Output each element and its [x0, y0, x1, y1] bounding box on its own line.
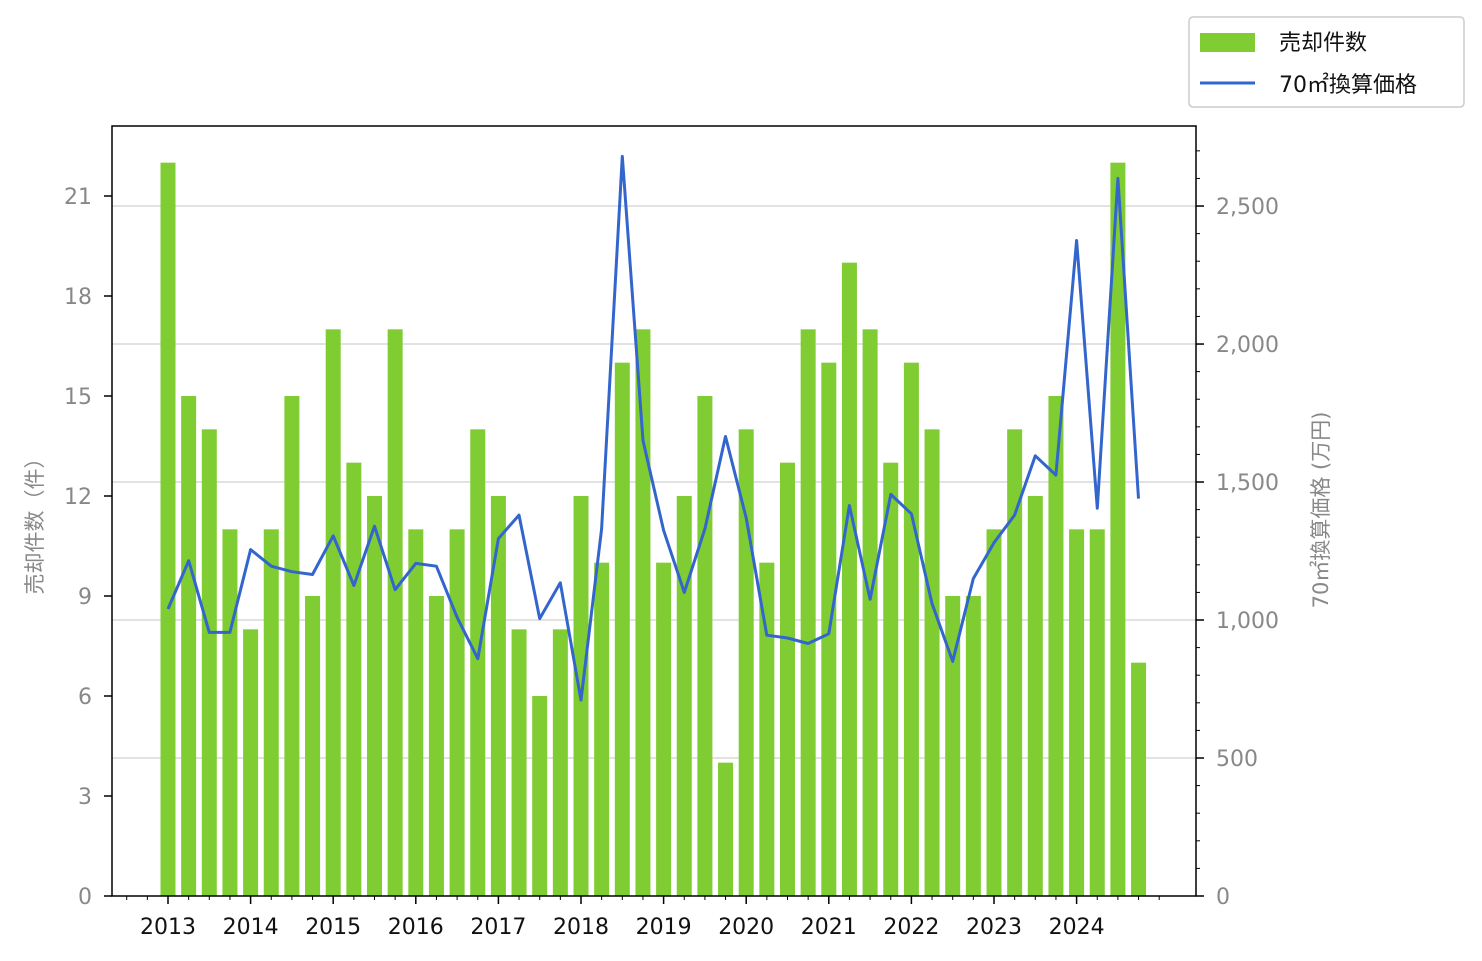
- y-right-tick-label: 2,500: [1216, 195, 1279, 220]
- legend-box: [1188, 16, 1465, 108]
- y-left-tick-label: 6: [78, 685, 92, 710]
- x-tick-label: 2019: [636, 915, 692, 940]
- plot-frame: [111, 125, 1197, 897]
- bar: [945, 596, 961, 896]
- line-series: [166, 154, 1140, 702]
- x-tick-label: 2013: [140, 915, 196, 940]
- bar: [780, 462, 795, 896]
- bar: [428, 596, 444, 896]
- bar: [532, 696, 548, 896]
- y-right-tick-label: 1,000: [1216, 609, 1279, 634]
- bar: [800, 329, 816, 896]
- y-right-tick-label: 500: [1216, 747, 1258, 772]
- plot-border: [111, 125, 1197, 897]
- bar: [1069, 529, 1085, 896]
- bar: [883, 462, 899, 896]
- bar: [656, 562, 672, 896]
- x-tick-label: 2022: [883, 915, 939, 940]
- bar: [862, 329, 878, 896]
- bar: [243, 629, 259, 896]
- y-left-tick-label: 3: [78, 785, 92, 810]
- bar: [841, 262, 857, 897]
- bar: [449, 529, 465, 896]
- bar: [263, 529, 279, 896]
- bar: [594, 562, 610, 896]
- bar: [697, 396, 713, 896]
- y-left-tick-label: 21: [64, 185, 92, 210]
- bar: [201, 429, 217, 896]
- bar: [305, 596, 321, 896]
- bar: [1110, 162, 1126, 896]
- y-left-tick-label: 12: [64, 485, 92, 510]
- bar: [284, 396, 300, 896]
- bar: [325, 329, 341, 896]
- bar: [635, 329, 651, 896]
- x-tick-label: 2017: [470, 915, 526, 940]
- bar: [490, 496, 506, 896]
- bar: [986, 529, 1002, 896]
- y-left-tick-label: 0: [78, 885, 92, 910]
- y-left-tick-label: 9: [78, 585, 92, 610]
- legend-swatch-bar: [1200, 33, 1255, 52]
- bar: [1007, 429, 1023, 896]
- bar: [408, 529, 424, 896]
- x-tick-label: 2014: [223, 915, 279, 940]
- bar: [181, 396, 197, 896]
- x-tick-label: 2023: [966, 915, 1022, 940]
- bar: [552, 629, 568, 896]
- x-tick-label: 2024: [1049, 915, 1105, 940]
- y-right-tick-label: 0: [1216, 885, 1230, 910]
- bar: [511, 629, 527, 896]
- bar: [367, 496, 382, 896]
- bar: [965, 596, 981, 896]
- bar: [614, 362, 630, 897]
- price-line: [166, 154, 1140, 702]
- y-right-tick-label: 2,000: [1216, 333, 1279, 358]
- x-tick-label: 2016: [388, 915, 444, 940]
- x-tick-label: 2018: [553, 915, 609, 940]
- bar: [387, 329, 403, 896]
- bar: [676, 496, 692, 896]
- bar: [346, 462, 362, 896]
- bar: [470, 429, 486, 896]
- legend: 売却件数 70㎡換算価格: [1188, 16, 1465, 108]
- bar: [759, 562, 775, 896]
- legend-label-line: 70㎡換算価格: [1279, 72, 1417, 98]
- bar: [160, 162, 176, 896]
- bar: [1048, 396, 1064, 896]
- y-right-title: 70㎡換算価格 (万円): [1309, 412, 1333, 609]
- y-left-title: 売却件数（件）: [23, 448, 47, 595]
- bar: [903, 362, 919, 897]
- bar-series: [160, 162, 1147, 897]
- x-tick-label: 2020: [718, 915, 774, 940]
- bar: [1027, 496, 1043, 896]
- y-right-tick-label: 1,500: [1216, 471, 1279, 496]
- axis-ticks: 0 3 6 9 12 15 18 21 0 500 1,000 1,500 2,000 2,500 2013…: [64, 150, 1279, 940]
- x-tick-label: 2021: [801, 915, 857, 940]
- x-tick-label: 2015: [305, 915, 361, 940]
- bar: [718, 762, 734, 896]
- legend-label-bar: 売却件数: [1279, 31, 1367, 56]
- bar: [1089, 529, 1105, 896]
- y-left-tick-label: 18: [64, 285, 92, 310]
- bar: [1131, 662, 1147, 896]
- y-left-tick-label: 15: [64, 385, 92, 410]
- bar: [222, 529, 238, 896]
- bar: [924, 429, 940, 896]
